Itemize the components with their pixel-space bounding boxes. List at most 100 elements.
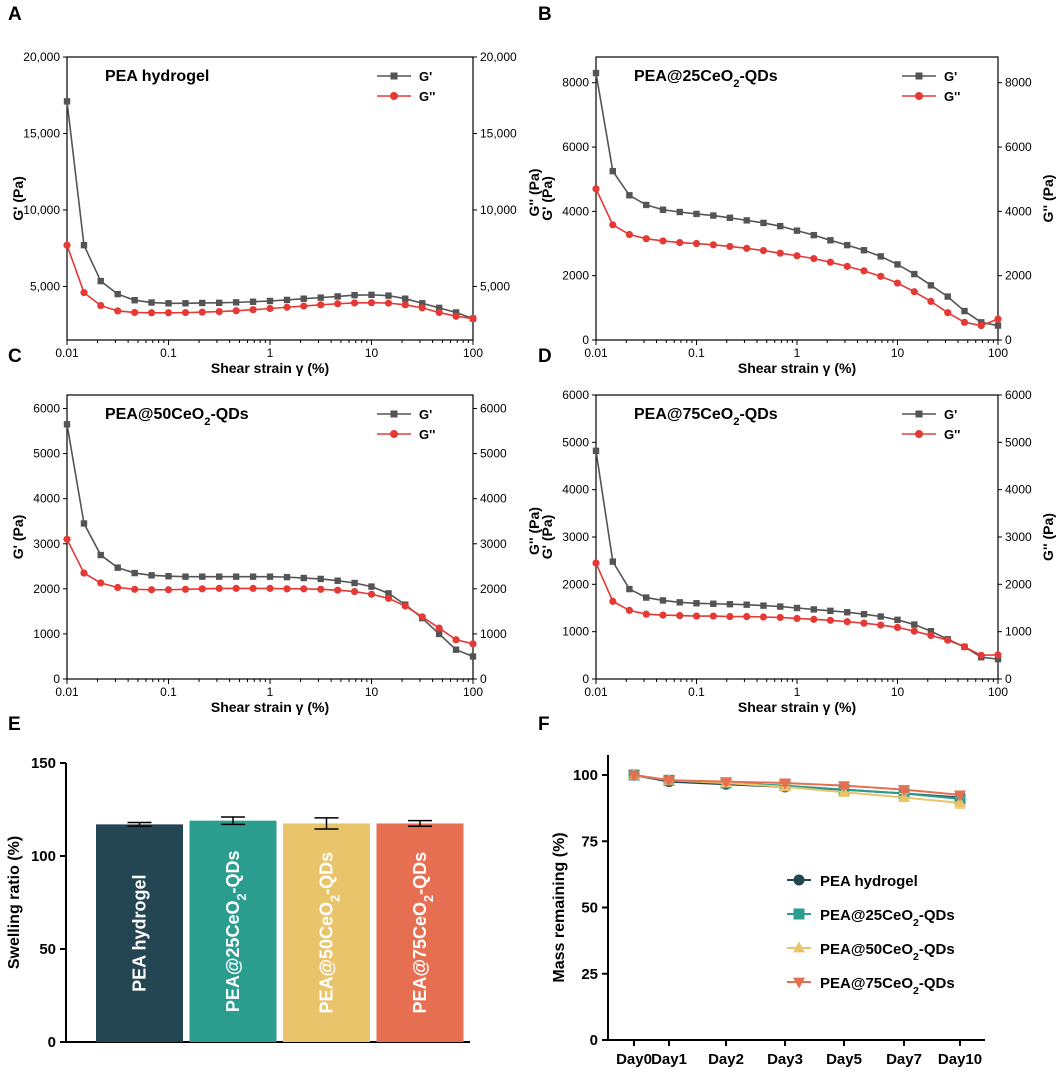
data-point-gprime [643, 594, 650, 601]
y-tick-label-right: 1000 [480, 627, 507, 641]
panel-e-label: E [8, 714, 21, 735]
x-axis-title: Shear strain γ (%) [738, 699, 856, 715]
data-point-gprime [165, 573, 172, 580]
data-point-gdoubleprime [927, 631, 935, 640]
bar-4 [376, 823, 464, 1042]
data-point-gprime [419, 300, 426, 307]
legend-label: PEA@25CeO2-QDs [820, 907, 955, 929]
y-tick-label: 0 [590, 1032, 598, 1049]
data-point-gdoubleprime [759, 246, 768, 255]
panel-c-label: C [8, 346, 22, 367]
data-point-gdoubleprime [334, 300, 342, 308]
data-point-gprime [63, 98, 71, 105]
data-point-gdoubleprime [469, 640, 477, 648]
data-point-gdoubleprime [625, 606, 634, 614]
data-point-gdoubleprime [232, 584, 240, 592]
data-point-gdoubleprime [944, 309, 952, 317]
legend-label: G' [944, 69, 957, 84]
data-point-gprime [97, 277, 104, 285]
data-point-gdoubleprime [384, 594, 393, 602]
x-tick-label: Day3 [767, 1051, 803, 1068]
series-line-gprime [66, 424, 474, 658]
series-line-4 [633, 774, 961, 796]
data-point-gprime [810, 606, 818, 613]
x-tick-label: 0.01 [584, 346, 608, 360]
y-tick-label: 8000 [562, 76, 589, 90]
data-point-gprime [131, 297, 138, 304]
panel-title: PEA@50CeO2-QDs [105, 406, 249, 428]
y-tick-label-right: 0 [480, 672, 487, 686]
series-line-gprime [66, 101, 474, 320]
y-tick-label: 3000 [33, 537, 60, 551]
data-point-gdoubleprime [592, 185, 600, 193]
data-point-gprime [626, 585, 633, 593]
data-point-gprime [911, 621, 918, 628]
data-point-gdoubleprime [300, 302, 308, 310]
data-point-gdoubleprime [743, 244, 751, 252]
data-point-gdoubleprime [877, 272, 885, 280]
data-point-gprime [232, 299, 240, 306]
y-tick-label-right: 4000 [480, 492, 507, 506]
y-tick-label-right: 15,000 [480, 126, 517, 140]
bar-category-label: PEA hydrogel [130, 875, 150, 992]
data-point-gprime [894, 261, 901, 268]
data-point-gdoubleprime [418, 613, 426, 621]
y-tick-label: 4000 [33, 492, 60, 506]
bar-category-label: PEA@25CeO2-QDs [223, 851, 249, 1013]
legend-label: G'' [419, 89, 435, 104]
data-point-gprime [435, 304, 443, 312]
data-point-gdoubleprime [334, 586, 342, 594]
data-point-gprime [334, 577, 341, 584]
x-tick-label: 1 [794, 685, 801, 699]
data-point-gprime [860, 610, 868, 618]
y-tick-label: 2000 [562, 269, 589, 283]
data-point-gprime [300, 574, 307, 582]
data-point-gdoubleprime [810, 255, 818, 263]
data-point-gprime [626, 192, 633, 199]
panel-title: PEA hydrogel [105, 68, 209, 85]
y-tick-label: 3000 [562, 530, 589, 544]
data-point-gdoubleprime [743, 612, 751, 621]
x-tick-label: Day1 [651, 1051, 687, 1068]
y-tick-label-right: 8000 [1005, 76, 1032, 90]
y-tick-label: 50 [39, 941, 56, 958]
data-point-gdoubleprime [793, 614, 801, 623]
x-tick-label: Day7 [886, 1051, 922, 1068]
data-point-gdoubleprime [810, 615, 818, 623]
data-point-gprime [334, 293, 341, 300]
y-tick-label: 5000 [33, 447, 60, 461]
y-tick-label: 4000 [562, 483, 589, 497]
data-point-gdoubleprime [960, 318, 969, 326]
y-tick-label-right: 6000 [1005, 388, 1032, 402]
y-tick-label: 75 [581, 833, 598, 850]
data-point-gdoubleprime [826, 258, 835, 266]
y-axis-title-right: G'' (Pa) [1040, 175, 1056, 223]
data-point-gprime [114, 564, 121, 571]
data-point-gdoubleprime [367, 590, 376, 598]
data-point-gdoubleprime [215, 307, 223, 316]
data-point-gprime [97, 551, 104, 559]
data-point-gdoubleprime [317, 301, 325, 309]
data-point-series-4 [778, 778, 792, 790]
data-point-gprime [266, 297, 274, 305]
data-point-gdoubleprime [877, 621, 885, 629]
data-point-gdoubleprime [181, 585, 190, 593]
data-point-gprime [148, 572, 155, 579]
data-point-gdoubleprime [418, 304, 426, 312]
data-point-gdoubleprime [435, 308, 443, 317]
x-tick-label: 100 [463, 346, 483, 360]
data-point-gdoubleprime [910, 627, 918, 635]
data-point-gprime [452, 309, 460, 316]
x-axis-title: Shear strain γ (%) [211, 699, 329, 715]
y-tick-label-right: 1000 [1005, 625, 1032, 639]
x-tick-label: 100 [988, 685, 1008, 699]
data-point-gdoubleprime [300, 585, 308, 593]
x-tick-label: 100 [988, 346, 1008, 360]
data-point-gdoubleprime [893, 623, 902, 632]
data-point-gdoubleprime [994, 651, 1002, 659]
x-tick-label: 10 [365, 685, 379, 699]
data-point-gprime [351, 579, 358, 587]
x-tick-label: 0.01 [584, 685, 608, 699]
data-point-gdoubleprime [131, 585, 139, 593]
data-point-gdoubleprime [283, 303, 291, 311]
